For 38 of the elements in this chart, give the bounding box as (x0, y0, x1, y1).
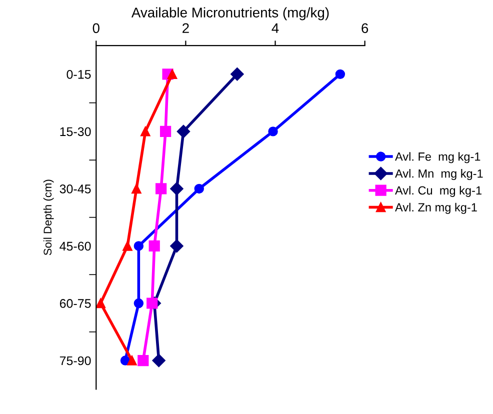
y-axis-title: Soil Depth (cm) (43, 180, 54, 256)
x-tick-label: 0 (92, 23, 100, 34)
x-tick-label: 2 (182, 23, 189, 33)
y-tick-label: 0-15 (66, 70, 91, 79)
y-tick-label: 45-60 (60, 242, 91, 251)
legend-label: Avl. Fe mg kg-1 (395, 152, 480, 164)
point (148, 240, 160, 252)
y-tick-label: 15-30 (60, 127, 91, 136)
point (134, 241, 144, 251)
y-tick-label: 30-45 (60, 184, 91, 194)
x-tick-label: 6 (362, 23, 368, 34)
x-tick-label: 4 (272, 23, 279, 33)
legend-label: Avl. Mn mg kg-1 (395, 169, 483, 180)
point (127, 356, 137, 366)
point (96, 298, 106, 308)
point (122, 241, 132, 251)
y-tick-label: 75-90 (60, 356, 91, 366)
point (120, 356, 130, 366)
point (132, 184, 142, 194)
point (160, 126, 172, 137)
point (176, 124, 190, 138)
point (335, 69, 346, 80)
point (140, 126, 150, 136)
y-tick-label: 60-75 (60, 299, 91, 308)
legend-label: Avl. Zn mg kg-1 (395, 202, 477, 214)
point (268, 126, 278, 136)
legend-label: Avl. Cu mg kg-1 (395, 186, 482, 197)
point (230, 68, 244, 81)
point (194, 184, 204, 194)
point (152, 354, 166, 368)
point (170, 239, 184, 253)
point (134, 298, 144, 308)
point (146, 298, 158, 309)
point (138, 354, 149, 366)
point (156, 183, 167, 194)
x-axis-title: Available Micronutrients (mg/kg) (131, 7, 329, 20)
point (167, 69, 178, 80)
point (170, 182, 184, 196)
